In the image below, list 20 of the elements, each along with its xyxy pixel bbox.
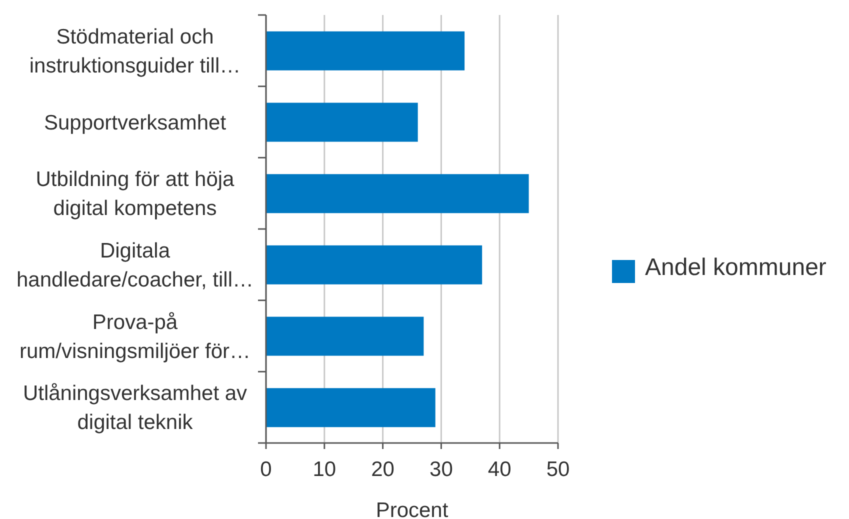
x-axis-title: Procent bbox=[376, 499, 448, 519]
bar bbox=[266, 245, 482, 284]
y-tick-label: Utbildning för att höja digital kompetens bbox=[36, 168, 235, 220]
y-tick-label: Prova-på rum/visningsmiljöer för… bbox=[19, 310, 251, 363]
x-tick-label: 20 bbox=[371, 458, 394, 481]
bar bbox=[266, 316, 424, 356]
bar bbox=[266, 102, 418, 142]
x-tick-label: 40 bbox=[488, 458, 512, 481]
x-tick-label: 30 bbox=[430, 458, 453, 481]
bar bbox=[266, 31, 465, 70]
bar bbox=[266, 388, 436, 428]
x-tick-label: 10 bbox=[312, 458, 336, 481]
y-tick-label: Supportverksamhet bbox=[44, 111, 226, 134]
legend-label: Andel kommuner bbox=[645, 254, 826, 281]
y-tick-label: Digitala handledare/coacher, till… bbox=[16, 240, 254, 292]
x-tick-label: 0 bbox=[260, 458, 272, 481]
y-tick-label: Utlåningsverksamhet av digital teknik bbox=[22, 382, 248, 434]
bar bbox=[266, 174, 529, 214]
y-tick-label: Stödmaterial och instruktionsguider till… bbox=[29, 26, 241, 78]
x-tick-label: 50 bbox=[546, 458, 570, 481]
